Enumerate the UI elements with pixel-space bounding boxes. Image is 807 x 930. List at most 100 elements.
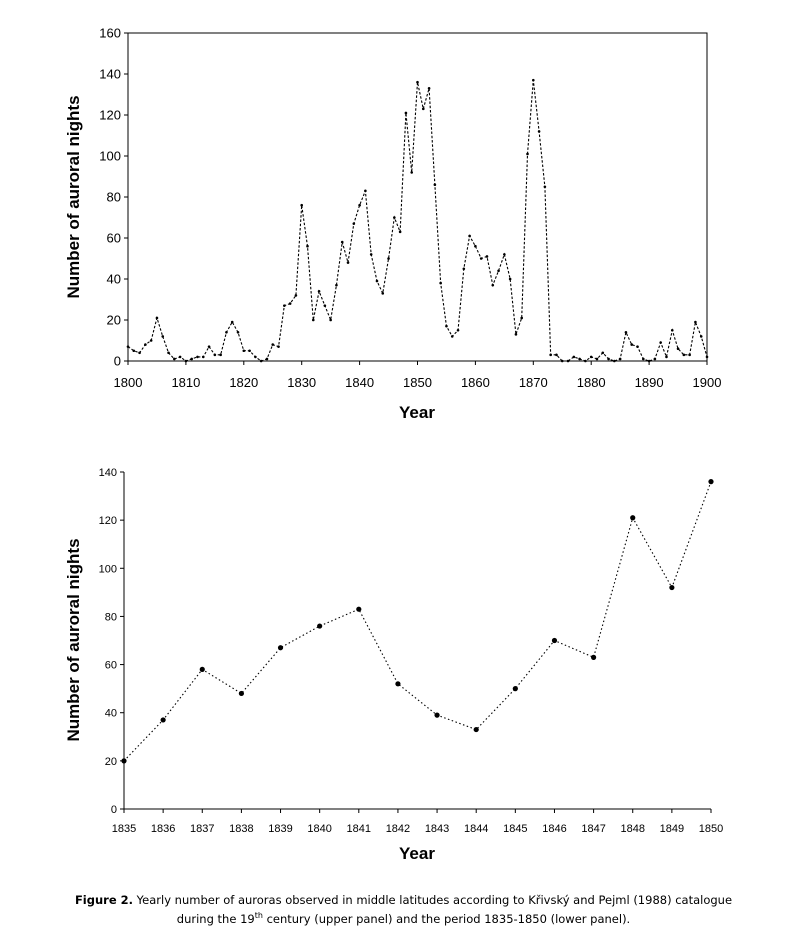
lower-y-tick-label: 80 — [105, 611, 117, 623]
upper-data-point — [479, 257, 483, 260]
upper-data-point — [242, 349, 246, 353]
lower-x-tick-label: 1843 — [425, 823, 449, 835]
lower-data-point — [395, 681, 401, 687]
upper-data-point — [705, 355, 709, 359]
upper-y-tick-label: 100 — [99, 149, 121, 164]
upper-y-tick-label: 160 — [99, 26, 121, 41]
upper-data-point — [265, 357, 269, 361]
upper-data-point — [508, 277, 512, 281]
lower-data-point — [199, 666, 205, 672]
lower-data-point — [238, 690, 244, 697]
lower-data-point — [591, 654, 597, 660]
upper-data-point — [578, 357, 581, 361]
upper-data-point — [387, 257, 390, 260]
upper-data-point — [375, 279, 379, 283]
upper-data-point — [526, 152, 529, 156]
upper-data-point — [201, 355, 205, 359]
upper-x-tick-label: 1880 — [577, 375, 606, 390]
upper-data-point — [653, 357, 657, 361]
upper-data-point — [155, 316, 159, 320]
upper-series — [126, 78, 709, 363]
lower-x-tick-label: 1840 — [307, 823, 331, 835]
upper-data-point — [196, 355, 199, 359]
upper-data-point — [624, 331, 628, 334]
caption-text-2b: century (upper panel) and the period 183… — [262, 911, 631, 926]
lower-x-tick-label: 1838 — [229, 823, 253, 835]
upper-data-point — [288, 302, 292, 305]
lower-x-axis-label: Year — [399, 844, 435, 863]
upper-y-tick-label: 140 — [99, 67, 121, 82]
upper-data-point — [555, 353, 558, 357]
figure-caption: Figure 2. Yearly number of auroras obser… — [0, 893, 807, 927]
upper-data-point — [462, 267, 466, 271]
upper-data-point — [132, 349, 136, 353]
upper-data-point — [173, 357, 176, 361]
upper-x-tick-label: 1900 — [693, 375, 722, 390]
upper-x-axis-label: Year — [399, 403, 435, 422]
lower-x-tick-label: 1842 — [386, 823, 410, 835]
upper-data-point — [676, 347, 680, 351]
lower-series-line — [123, 481, 712, 762]
upper-x-tick-label: 1890 — [635, 375, 664, 390]
upper-series-line — [127, 80, 708, 362]
lower-x-tick-label: 1850 — [699, 823, 723, 835]
upper-data-point — [607, 357, 610, 361]
upper-y-tick-label: 60 — [107, 231, 121, 246]
upper-data-point — [497, 269, 500, 273]
lower-data-point — [473, 726, 479, 733]
caption-superscript: th — [254, 911, 263, 920]
lower-data-point — [551, 637, 558, 644]
lower-y-tick-label: 60 — [105, 660, 117, 672]
upper-data-point — [589, 355, 593, 359]
upper-data-point — [335, 283, 338, 287]
upper-data-point — [352, 222, 356, 225]
upper-data-point — [190, 357, 193, 361]
upper-data-point — [323, 304, 327, 307]
upper-data-point — [421, 107, 425, 111]
upper-x-tick-label: 1860 — [461, 375, 490, 390]
upper-data-point — [665, 355, 668, 359]
upper-data-point — [514, 333, 518, 336]
upper-data-point — [178, 355, 182, 359]
upper-y-tick-label: 0 — [114, 354, 121, 369]
upper-data-point — [364, 189, 367, 193]
caption-text-1: Yearly number of auroras observed in mid… — [136, 893, 733, 907]
upper-data-point — [149, 339, 153, 342]
upper-data-point — [311, 318, 315, 322]
upper-data-point — [393, 216, 396, 219]
lower-x-tick-label: 1849 — [660, 823, 684, 835]
lower-x-tick-label: 1848 — [620, 823, 644, 835]
lower-axes — [123, 472, 711, 810]
upper-data-point — [306, 244, 309, 248]
upper-data-point — [694, 320, 697, 324]
upper-data-point — [236, 331, 240, 334]
upper-data-point — [248, 349, 251, 353]
caption-label: Figure 2. — [74, 893, 134, 907]
lower-data-point — [434, 712, 440, 718]
upper-data-point — [398, 230, 402, 234]
upper-data-point — [584, 359, 587, 363]
upper-data-point — [601, 351, 605, 355]
upper-data-point — [503, 253, 506, 256]
upper-data-point — [450, 335, 454, 338]
upper-data-point — [300, 203, 304, 207]
lower-x-tick-label: 1844 — [464, 823, 488, 835]
lower-y-tick-label: 40 — [105, 708, 117, 720]
upper-data-point — [283, 304, 286, 307]
upper-data-point — [254, 355, 257, 359]
upper-data-point — [659, 341, 662, 344]
upper-data-point — [161, 335, 165, 338]
lower-x-tick-label: 1847 — [581, 823, 605, 835]
upper-data-point — [369, 253, 373, 256]
upper-x-tick-label: 1830 — [287, 375, 316, 390]
upper-data-point — [491, 283, 495, 287]
lower-data-point — [512, 686, 518, 692]
lower-data-point — [277, 645, 284, 651]
lower-y-ticks: 0 20 40 60 80 100 120 140 — [99, 467, 124, 816]
upper-x-tick-label: 1840 — [345, 375, 374, 390]
lower-x-tick-label: 1841 — [347, 823, 371, 835]
upper-y-tick-label: 40 — [107, 272, 121, 287]
